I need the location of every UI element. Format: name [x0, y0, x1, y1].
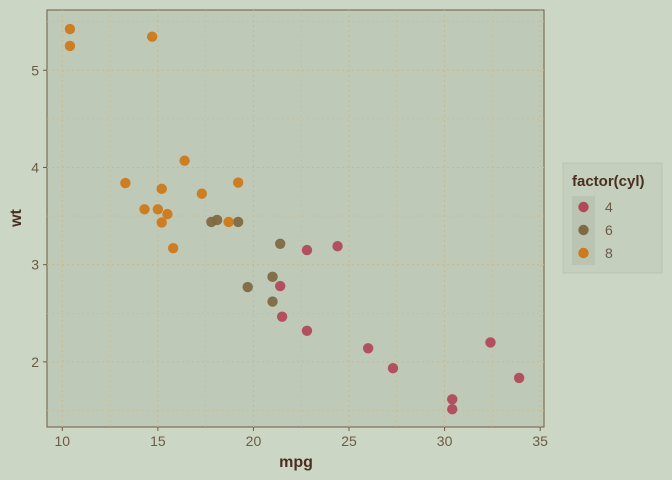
- y-tick-label: 4: [31, 159, 39, 175]
- x-axis-ticks: 10 15 20 25 30 35: [55, 427, 548, 449]
- legend-label-6: 6: [605, 222, 613, 238]
- data-point-cyl-8: [196, 188, 208, 199]
- y-tick-label: 5: [31, 62, 39, 78]
- data-point-cyl-8: [167, 242, 179, 254]
- legend-symbol-8: [578, 247, 589, 259]
- data-point-cyl-4: [447, 394, 458, 405]
- plot-panel: [46, 9, 545, 428]
- data-point-cyl-4: [301, 244, 313, 256]
- data-point-cyl-6: [206, 216, 217, 228]
- y-axis-ticks: 2 3 4 5: [31, 62, 47, 370]
- x-tick-label: 35: [532, 433, 548, 449]
- data-point-cyl-4: [513, 372, 525, 384]
- data-point-cyl-6: [232, 216, 244, 228]
- data-point-cyl-8: [156, 183, 167, 195]
- x-tick-label: 30: [437, 433, 453, 449]
- data-point-cyl-4: [332, 241, 343, 252]
- legend-symbol-4: [578, 201, 589, 213]
- legend: factor(cyl) 4 6 8: [562, 162, 663, 274]
- data-point-cyl-8: [139, 204, 150, 215]
- data-point-cyl-8: [152, 204, 164, 215]
- x-axis-title: mpg: [279, 454, 313, 471]
- data-point-cyl-8: [223, 216, 234, 228]
- data-point-cyl-8: [146, 31, 158, 42]
- legend-items: 4 6 8: [572, 196, 613, 265]
- data-point-cyl-6: [267, 296, 278, 307]
- data-point-cyl-8: [64, 40, 76, 52]
- x-tick-label: 15: [150, 433, 166, 449]
- data-point-cyl-4: [275, 280, 286, 292]
- data-point-cyl-6: [267, 271, 278, 283]
- data-point-cyl-8: [120, 177, 131, 189]
- data-point-cyl-6: [242, 281, 253, 293]
- legend-label-8: 8: [605, 245, 613, 261]
- data-point-cyl-4: [447, 404, 458, 415]
- data-point-cyl-6: [275, 238, 286, 249]
- data-point-cyl-8: [232, 177, 244, 188]
- legend-title: factor(cyl): [572, 173, 645, 190]
- legend-label-4: 4: [605, 199, 613, 215]
- data-point-cyl-4: [362, 343, 374, 354]
- data-point-cyl-8: [64, 23, 76, 35]
- data-point-cyl-8: [162, 208, 173, 220]
- y-axis-title: wt: [8, 208, 25, 227]
- data-point-cyl-4: [301, 325, 313, 336]
- data-point-cyl-4: [276, 311, 288, 322]
- y-tick-label: 2: [31, 354, 39, 370]
- data-point-cyl-4: [485, 337, 496, 348]
- x-tick-label: 25: [341, 433, 357, 449]
- data-point-cyl-8: [156, 217, 167, 228]
- x-tick-label: 20: [246, 433, 262, 449]
- x-tick-label: 10: [55, 433, 71, 449]
- legend-symbol-6: [578, 224, 589, 236]
- data-points: [64, 23, 525, 415]
- data-point-cyl-8: [179, 155, 190, 166]
- data-point-cyl-4: [387, 362, 399, 374]
- y-tick-label: 3: [31, 257, 39, 273]
